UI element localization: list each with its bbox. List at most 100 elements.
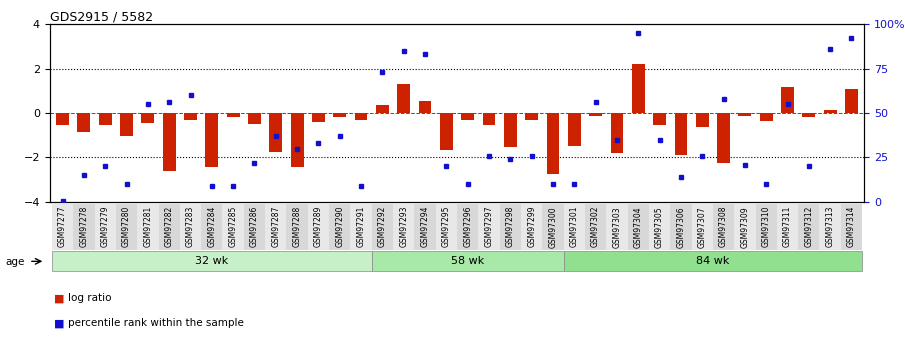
- Bar: [393, 204, 414, 250]
- Bar: [419, 101, 432, 113]
- Bar: [841, 204, 862, 250]
- Bar: [376, 105, 389, 113]
- Bar: [820, 204, 841, 250]
- Bar: [372, 251, 564, 272]
- Bar: [440, 113, 452, 150]
- Bar: [760, 113, 773, 121]
- Bar: [184, 113, 197, 120]
- Text: GSM97297: GSM97297: [484, 206, 493, 247]
- Text: 32 wk: 32 wk: [195, 256, 228, 266]
- Bar: [372, 204, 393, 250]
- Bar: [120, 113, 133, 136]
- Text: GSM97301: GSM97301: [570, 206, 579, 247]
- Bar: [798, 204, 820, 250]
- Bar: [589, 113, 602, 116]
- Text: GSM97294: GSM97294: [421, 206, 430, 247]
- Bar: [287, 204, 308, 250]
- Bar: [734, 204, 756, 250]
- Text: GSM97303: GSM97303: [613, 206, 622, 247]
- Bar: [696, 113, 709, 127]
- Bar: [606, 204, 627, 250]
- Text: GSM97284: GSM97284: [207, 206, 216, 247]
- Text: GSM97296: GSM97296: [463, 206, 472, 247]
- Bar: [141, 113, 154, 123]
- Bar: [270, 113, 282, 152]
- Bar: [435, 204, 457, 250]
- Bar: [756, 204, 776, 250]
- Bar: [163, 113, 176, 171]
- Bar: [500, 204, 521, 250]
- Text: GSM97310: GSM97310: [762, 206, 771, 247]
- Bar: [350, 204, 372, 250]
- Text: GSM97307: GSM97307: [698, 206, 707, 247]
- Text: ■: ■: [54, 318, 65, 328]
- Bar: [265, 204, 287, 250]
- Bar: [653, 113, 666, 125]
- Text: GSM97298: GSM97298: [506, 206, 515, 247]
- Bar: [116, 204, 138, 250]
- Bar: [521, 204, 542, 250]
- Bar: [824, 110, 836, 113]
- Bar: [845, 89, 858, 113]
- Text: GSM97288: GSM97288: [292, 206, 301, 247]
- Text: GSM97308: GSM97308: [719, 206, 728, 247]
- Text: age: age: [5, 257, 24, 266]
- Bar: [585, 204, 606, 250]
- Bar: [717, 113, 730, 163]
- Text: GSM97302: GSM97302: [591, 206, 600, 247]
- Text: GSM97281: GSM97281: [143, 206, 152, 247]
- Bar: [632, 64, 644, 113]
- Text: GSM97280: GSM97280: [122, 206, 131, 247]
- Text: GSM97289: GSM97289: [314, 206, 323, 247]
- Bar: [227, 113, 240, 117]
- Text: GSM97314: GSM97314: [847, 206, 856, 247]
- Text: GSM97277: GSM97277: [58, 206, 67, 247]
- Bar: [564, 204, 585, 250]
- Bar: [803, 113, 815, 117]
- Text: GSM97300: GSM97300: [548, 206, 557, 247]
- Bar: [713, 204, 734, 250]
- Bar: [99, 113, 111, 125]
- Text: GSM97312: GSM97312: [805, 206, 814, 247]
- Bar: [329, 204, 350, 250]
- Bar: [94, 204, 116, 250]
- Bar: [180, 204, 201, 250]
- Text: GSM97278: GSM97278: [80, 206, 89, 247]
- Text: GSM97313: GSM97313: [825, 206, 834, 247]
- Bar: [291, 113, 303, 167]
- Bar: [138, 204, 158, 250]
- Bar: [671, 204, 691, 250]
- Bar: [674, 113, 687, 155]
- Text: 58 wk: 58 wk: [451, 256, 484, 266]
- Text: GSM97286: GSM97286: [250, 206, 259, 247]
- Text: GSM97279: GSM97279: [100, 206, 110, 247]
- Bar: [333, 113, 346, 117]
- Text: GSM97311: GSM97311: [783, 206, 792, 247]
- Bar: [201, 204, 223, 250]
- Bar: [397, 84, 410, 113]
- Text: GSM97309: GSM97309: [740, 206, 749, 247]
- Bar: [781, 87, 794, 113]
- Text: GSM97290: GSM97290: [335, 206, 344, 247]
- Bar: [611, 113, 624, 153]
- Text: log ratio: log ratio: [68, 294, 111, 303]
- Text: GSM97283: GSM97283: [186, 206, 195, 247]
- Text: GSM97293: GSM97293: [399, 206, 408, 247]
- Bar: [158, 204, 180, 250]
- Bar: [56, 113, 69, 125]
- Bar: [52, 204, 73, 250]
- Bar: [479, 204, 500, 250]
- Text: GSM97304: GSM97304: [634, 206, 643, 247]
- Bar: [308, 204, 329, 250]
- Bar: [457, 204, 479, 250]
- Bar: [776, 204, 798, 250]
- Bar: [627, 204, 649, 250]
- Bar: [504, 113, 517, 147]
- Text: GSM97299: GSM97299: [527, 206, 536, 247]
- Text: ■: ■: [54, 294, 65, 303]
- Bar: [414, 204, 435, 250]
- Bar: [564, 251, 862, 272]
- Bar: [78, 113, 91, 132]
- Bar: [462, 113, 474, 120]
- Text: GSM97306: GSM97306: [676, 206, 685, 247]
